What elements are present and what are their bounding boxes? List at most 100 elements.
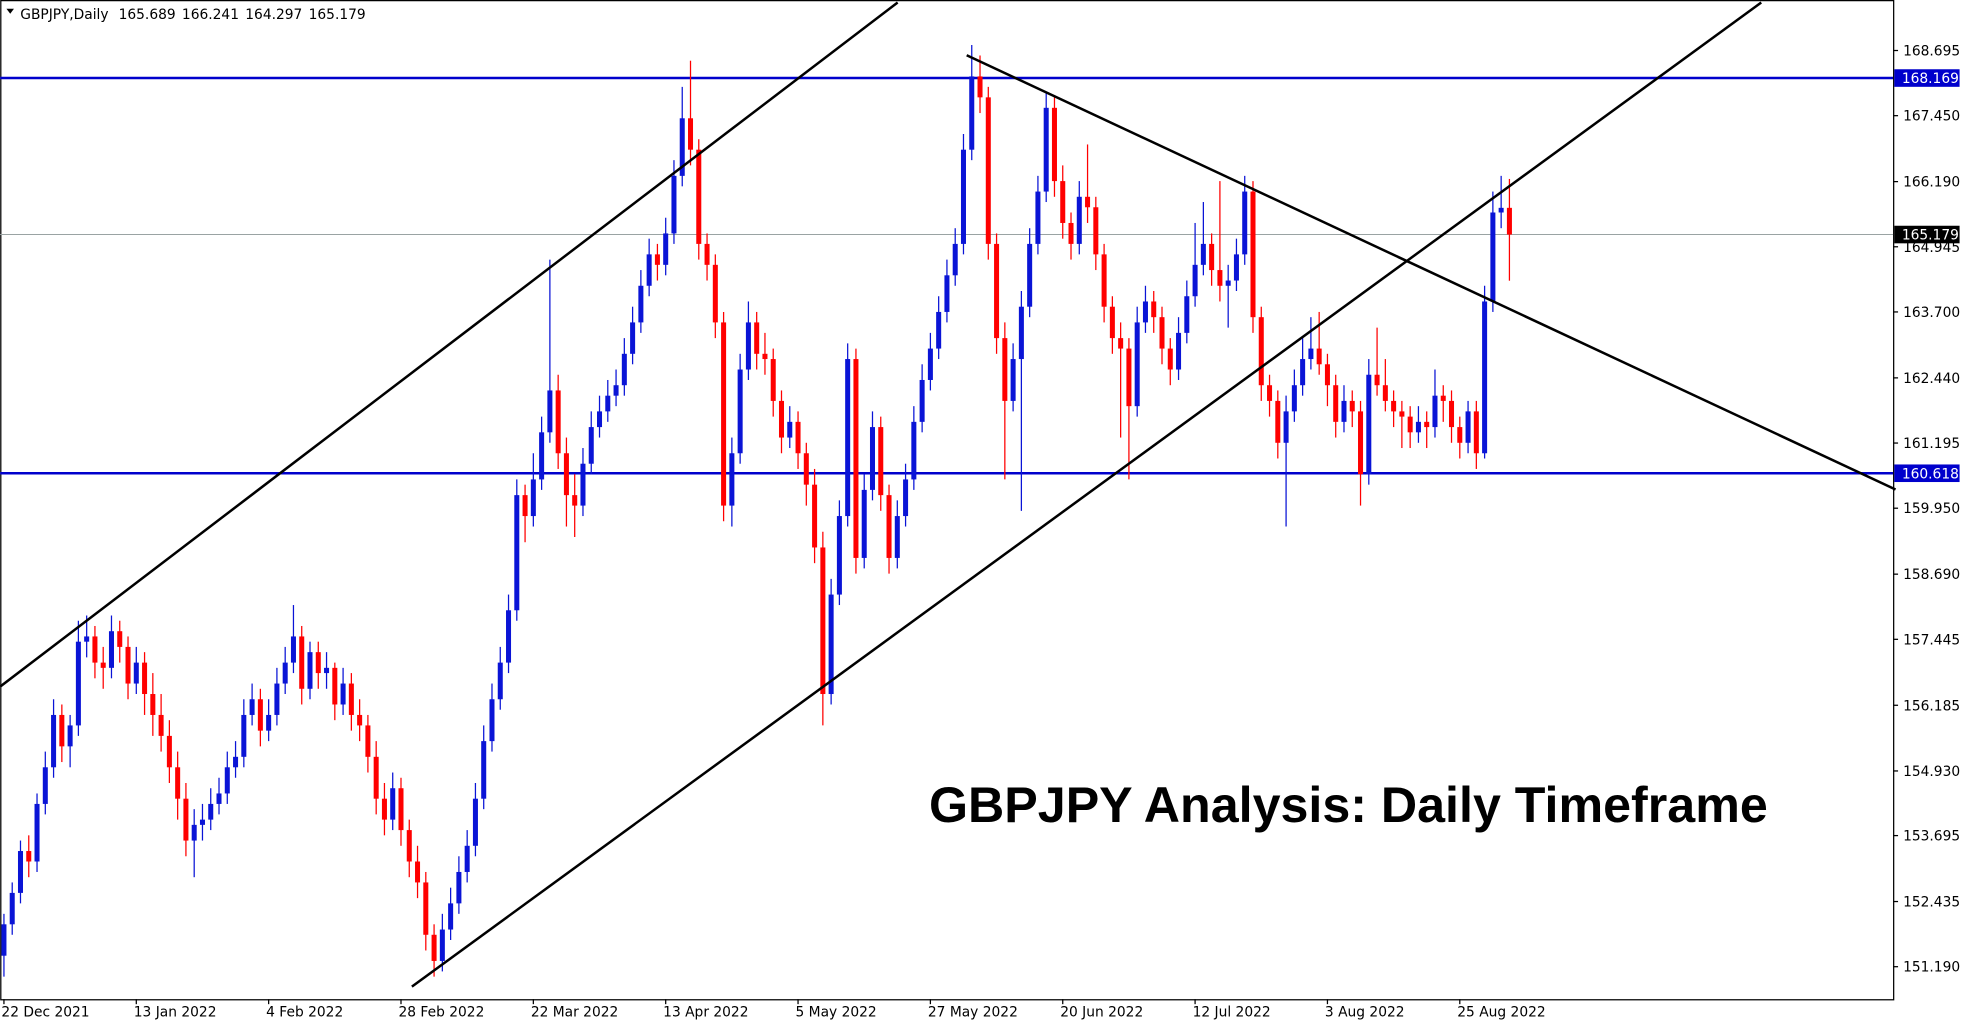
candle-body <box>340 683 346 705</box>
channel-lower-line <box>411 1 1762 988</box>
candle-body <box>1275 400 1281 443</box>
candle-body <box>754 322 760 354</box>
level-label-box <box>1894 464 1960 483</box>
candle-body <box>307 652 313 689</box>
candle-body <box>1035 191 1041 244</box>
header-high: 166.241 <box>182 7 239 23</box>
candle-body <box>1159 317 1165 349</box>
header-open: 165.689 <box>119 7 176 23</box>
candle-body <box>646 254 652 286</box>
candle-body <box>299 636 305 689</box>
candle-body <box>183 798 189 841</box>
candle-body <box>117 631 123 647</box>
candle-body <box>845 359 851 517</box>
candle-body <box>704 243 710 265</box>
candle-body <box>1283 411 1289 443</box>
candle-body <box>26 851 32 862</box>
candle-body <box>108 631 114 668</box>
level-label: 168.169 <box>1902 71 1959 87</box>
candle-body <box>199 819 205 825</box>
candle-body <box>745 322 751 370</box>
candle-body <box>9 892 15 925</box>
candle-body <box>42 767 48 804</box>
candle-body <box>1465 411 1471 443</box>
candle-body <box>158 714 164 736</box>
candle-body <box>1399 411 1405 417</box>
candle-body <box>671 175 677 234</box>
candle-body <box>1151 301 1157 318</box>
candle-body <box>406 830 412 862</box>
candle-body <box>572 495 578 506</box>
x-tick-label: 12 Jul 2022 <box>1193 1005 1271 1021</box>
candle-body <box>1382 385 1388 401</box>
candle-body <box>456 871 462 904</box>
candle-body <box>1440 395 1446 401</box>
header: GBPJPY,Daily 165.689 166.241 164.297 165.179 <box>20 7 365 23</box>
x-tick-label: 3 Aug 2022 <box>1325 1005 1405 1021</box>
candle-body <box>522 495 528 517</box>
x-tick-label: 20 Jun 2022 <box>1060 1005 1143 1021</box>
y-tick-label: 168.695 <box>1903 44 1960 60</box>
level-label: 160.618 <box>1902 466 1959 482</box>
candle-body <box>1126 348 1132 407</box>
y-tick-label: 158.690 <box>1903 567 1960 583</box>
candle-body <box>1101 254 1107 307</box>
candle-body <box>75 641 81 726</box>
candle-body <box>1267 385 1273 401</box>
candle-body <box>869 427 875 490</box>
candle-body <box>1217 270 1223 286</box>
candle-body <box>654 254 660 265</box>
candle-body <box>464 845 470 872</box>
plot-border <box>0 0 1895 1001</box>
candle-body <box>1085 196 1091 208</box>
candle-body <box>936 311 942 349</box>
candle-body <box>787 421 793 438</box>
candle-body <box>597 411 603 428</box>
candle-body <box>381 798 387 820</box>
x-tick-label: 13 Apr 2022 <box>663 1005 748 1021</box>
candle-body <box>547 390 553 433</box>
candle-body <box>1093 207 1099 255</box>
x-tick-label: 13 Jan 2022 <box>134 1005 217 1021</box>
candle-body <box>836 516 842 595</box>
candle-body <box>1134 322 1140 407</box>
candle-body <box>820 547 826 695</box>
y-tick-label: 152.435 <box>1903 895 1960 911</box>
candle-body <box>1027 243 1033 307</box>
candle-body <box>1200 243 1206 265</box>
candle-body <box>580 463 586 506</box>
candle-body <box>911 421 917 480</box>
candle-body <box>1333 385 1339 422</box>
level-label-box <box>1894 69 1960 87</box>
candle-body <box>1192 264 1198 297</box>
candle-body <box>1176 332 1182 370</box>
candle-body <box>927 348 933 380</box>
candle-body <box>687 118 694 150</box>
candle-body <box>224 767 230 794</box>
candle-body <box>894 516 900 558</box>
candle-body <box>663 233 669 265</box>
descending-trendline <box>966 54 1897 491</box>
candle-body <box>332 667 338 705</box>
candle-body <box>1043 107 1049 192</box>
candle-body <box>1068 222 1074 244</box>
candle-body <box>1018 306 1024 360</box>
candle-body <box>1291 385 1297 412</box>
candle-body <box>266 714 272 731</box>
candle-body <box>1349 400 1355 412</box>
candle-body <box>1407 416 1413 433</box>
candle-body <box>1300 359 1306 386</box>
candle-body <box>539 432 545 480</box>
candle-body <box>1142 301 1148 323</box>
candle-body <box>274 683 280 715</box>
candle-body <box>390 788 396 820</box>
x-tick-label: 27 May 2022 <box>928 1005 1018 1021</box>
x-tick-label: 25 Aug 2022 <box>1457 1005 1545 1021</box>
candle-body <box>960 149 966 244</box>
y-tick-label: 166.190 <box>1903 175 1960 191</box>
y-tick-label: 167.450 <box>1903 109 1960 125</box>
current-price-box <box>1894 225 1960 244</box>
candle-body <box>1391 400 1397 412</box>
